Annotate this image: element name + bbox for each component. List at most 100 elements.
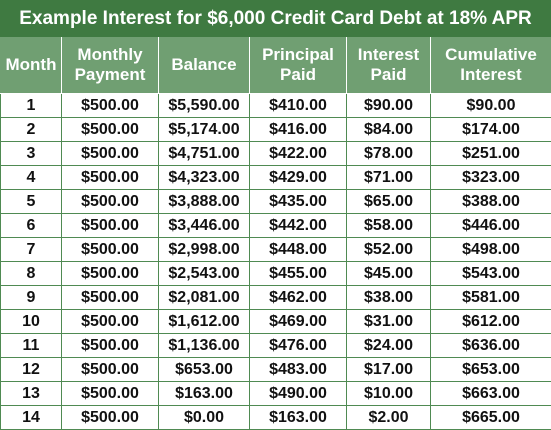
cumulative-interest-cell: $498.00	[431, 238, 551, 262]
cumulative-interest-cell: $388.00	[431, 190, 551, 214]
balance-cell: $1,612.00	[159, 310, 250, 334]
principal-paid-cell: $410.00	[250, 94, 347, 118]
month-cell: 7	[1, 238, 62, 262]
interest-paid-cell: $2.00	[347, 406, 431, 430]
principal-paid-cell: $483.00	[250, 358, 347, 382]
table-row: 4$500.00$4,323.00$429.00$71.00$323.00	[1, 166, 551, 190]
principal-paid-cell: $455.00	[250, 262, 347, 286]
month-cell: 12	[1, 358, 62, 382]
principal-paid-cell: $163.00	[250, 406, 347, 430]
principal-paid-cell: $476.00	[250, 334, 347, 358]
interest-paid-cell: $45.00	[347, 262, 431, 286]
interest-paid-cell: $78.00	[347, 142, 431, 166]
month-cell: 1	[1, 94, 62, 118]
principal-paid-cell: $448.00	[250, 238, 347, 262]
cumulative-interest-cell: $323.00	[431, 166, 551, 190]
table-row: 12$500.00$653.00$483.00$17.00$653.00	[1, 358, 551, 382]
cumulative-interest-cell: $90.00	[431, 94, 551, 118]
monthly-payment-cell: $500.00	[62, 166, 159, 190]
table-header: Month Monthly Payment Balance Principal …	[1, 37, 551, 94]
header-monthly-payment: Monthly Payment	[62, 37, 159, 94]
cumulative-interest-cell: $251.00	[431, 142, 551, 166]
monthly-payment-cell: $500.00	[62, 262, 159, 286]
month-cell: 11	[1, 334, 62, 358]
month-cell: 3	[1, 142, 62, 166]
table-row: 2$500.00$5,174.00$416.00$84.00$174.00	[1, 118, 551, 142]
balance-cell: $1,136.00	[159, 334, 250, 358]
header-label: Monthly	[77, 45, 142, 64]
header-interest-paid: Interest Paid	[347, 37, 431, 94]
cumulative-interest-cell: $636.00	[431, 334, 551, 358]
header-month: Month	[1, 37, 62, 94]
table-row: 11$500.00$1,136.00$476.00$24.00$636.00	[1, 334, 551, 358]
month-cell: 8	[1, 262, 62, 286]
monthly-payment-cell: $500.00	[62, 238, 159, 262]
monthly-payment-cell: $500.00	[62, 118, 159, 142]
balance-cell: $2,081.00	[159, 286, 250, 310]
balance-cell: $3,446.00	[159, 214, 250, 238]
table-row: 5$500.00$3,888.00$435.00$65.00$388.00	[1, 190, 551, 214]
header-label: Interest	[460, 65, 521, 84]
balance-cell: $5,174.00	[159, 118, 250, 142]
table-title: Example Interest for $6,000 Credit Card …	[0, 0, 551, 37]
principal-paid-cell: $490.00	[250, 382, 347, 406]
header-cumulative-interest: Cumulative Interest	[431, 37, 551, 94]
monthly-payment-cell: $500.00	[62, 94, 159, 118]
interest-paid-cell: $38.00	[347, 286, 431, 310]
header-row: Month Monthly Payment Balance Principal …	[1, 37, 551, 94]
interest-paid-cell: $84.00	[347, 118, 431, 142]
table-row: 9$500.00$2,081.00$462.00$38.00$581.00	[1, 286, 551, 310]
interest-paid-cell: $71.00	[347, 166, 431, 190]
month-cell: 6	[1, 214, 62, 238]
header-label: Interest	[358, 45, 419, 64]
balance-cell: $2,998.00	[159, 238, 250, 262]
table-row: 3$500.00$4,751.00$422.00$78.00$251.00	[1, 142, 551, 166]
interest-paid-cell: $65.00	[347, 190, 431, 214]
header-label: Payment	[75, 65, 146, 84]
table-row: 6$500.00$3,446.00$442.00$58.00$446.00	[1, 214, 551, 238]
monthly-payment-cell: $500.00	[62, 382, 159, 406]
table-row: 7$500.00$2,998.00$448.00$52.00$498.00	[1, 238, 551, 262]
monthly-payment-cell: $500.00	[62, 214, 159, 238]
balance-cell: $163.00	[159, 382, 250, 406]
month-cell: 2	[1, 118, 62, 142]
cumulative-interest-cell: $612.00	[431, 310, 551, 334]
header-label: Principal	[262, 45, 334, 64]
interest-paid-cell: $24.00	[347, 334, 431, 358]
cumulative-interest-cell: $543.00	[431, 262, 551, 286]
header-label: Paid	[280, 65, 316, 84]
interest-paid-cell: $31.00	[347, 310, 431, 334]
monthly-payment-cell: $500.00	[62, 358, 159, 382]
month-cell: 13	[1, 382, 62, 406]
interest-paid-cell: $90.00	[347, 94, 431, 118]
monthly-payment-cell: $500.00	[62, 406, 159, 430]
table-row: 14$500.00$0.00$163.00$2.00$665.00	[1, 406, 551, 430]
cumulative-interest-cell: $174.00	[431, 118, 551, 142]
table-row: 13$500.00$163.00$490.00$10.00$663.00	[1, 382, 551, 406]
table-row: 1$500.00$5,590.00$410.00$90.00$90.00	[1, 94, 551, 118]
cumulative-interest-cell: $653.00	[431, 358, 551, 382]
interest-paid-cell: $52.00	[347, 238, 431, 262]
header-label: Paid	[371, 65, 407, 84]
month-cell: 14	[1, 406, 62, 430]
monthly-payment-cell: $500.00	[62, 334, 159, 358]
principal-paid-cell: $469.00	[250, 310, 347, 334]
interest-paid-cell: $17.00	[347, 358, 431, 382]
balance-cell: $4,751.00	[159, 142, 250, 166]
table-row: 8$500.00$2,543.00$455.00$45.00$543.00	[1, 262, 551, 286]
interest-paid-cell: $10.00	[347, 382, 431, 406]
principal-paid-cell: $422.00	[250, 142, 347, 166]
balance-cell: $653.00	[159, 358, 250, 382]
table-row: 10$500.00$1,612.00$469.00$31.00$612.00	[1, 310, 551, 334]
principal-paid-cell: $435.00	[250, 190, 347, 214]
principal-paid-cell: $462.00	[250, 286, 347, 310]
month-cell: 10	[1, 310, 62, 334]
header-principal-paid: Principal Paid	[250, 37, 347, 94]
balance-cell: $4,323.00	[159, 166, 250, 190]
month-cell: 5	[1, 190, 62, 214]
header-balance: Balance	[159, 37, 250, 94]
cumulative-interest-cell: $446.00	[431, 214, 551, 238]
monthly-payment-cell: $500.00	[62, 310, 159, 334]
